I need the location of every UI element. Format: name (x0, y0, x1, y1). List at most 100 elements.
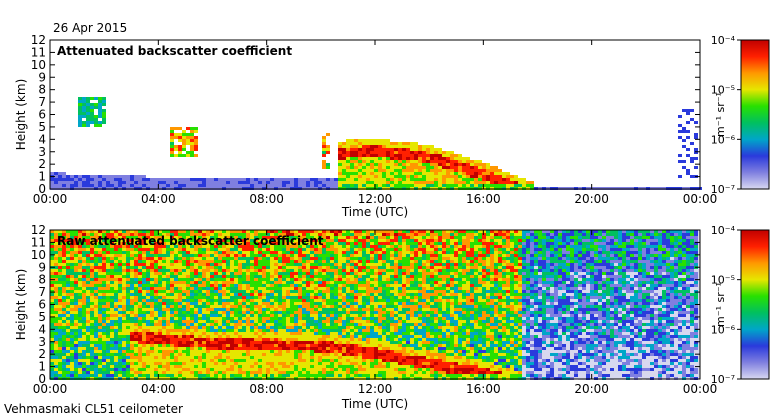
heatmap-cell (146, 317, 150, 320)
heatmap-cell (146, 314, 150, 317)
heatmap-cell (102, 311, 106, 314)
heatmap-cell (202, 239, 206, 242)
heatmap-cell (174, 236, 178, 239)
heatmap-cell (290, 239, 294, 242)
heatmap-cell (110, 374, 114, 377)
heatmap-cell (82, 335, 86, 338)
heatmap-cell (150, 326, 154, 329)
heatmap-cell (166, 320, 170, 323)
heatmap-cell (94, 245, 98, 248)
heatmap-cell (346, 308, 350, 311)
heatmap-cell (250, 248, 254, 251)
heatmap-cell (190, 260, 194, 263)
heatmap-cell (246, 347, 250, 350)
heatmap-cell (190, 320, 194, 323)
heatmap-cell (134, 341, 138, 344)
heatmap-cell (462, 160, 466, 163)
heatmap-cell (270, 242, 274, 245)
heatmap-cell (266, 272, 270, 275)
heatmap-cell (322, 275, 326, 278)
heatmap-cell (86, 97, 90, 100)
heatmap-cell (294, 296, 298, 299)
heatmap-cell (278, 335, 282, 338)
heatmap-cell (218, 317, 222, 320)
heatmap-cell (326, 353, 330, 356)
heatmap-cell (50, 287, 54, 290)
heatmap-cell (202, 275, 206, 278)
heatmap-cell (86, 329, 90, 332)
heatmap-cell (82, 290, 86, 293)
heatmap-cell (146, 181, 150, 184)
heatmap-cell (150, 302, 154, 305)
heatmap-cell (222, 281, 226, 284)
heatmap-cell (126, 344, 130, 347)
heatmap-cell (282, 272, 286, 275)
heatmap-cell (202, 236, 206, 239)
heatmap-cell (58, 184, 62, 187)
heatmap-cell (186, 365, 190, 368)
heatmap-cell (86, 106, 90, 109)
heatmap-cell (274, 181, 278, 184)
heatmap-cell (290, 341, 294, 344)
heatmap-cell (230, 365, 234, 368)
heatmap-cell (90, 371, 94, 374)
heatmap-cell (226, 275, 230, 278)
heatmap-cell (318, 314, 322, 317)
heatmap-cell (190, 230, 194, 233)
heatmap-cell (194, 341, 198, 344)
heatmap-cell (422, 178, 426, 181)
heatmap-cell (322, 151, 326, 154)
heatmap-cell (462, 163, 466, 166)
heatmap-cell (134, 374, 138, 377)
heatmap-cell (294, 257, 298, 260)
heatmap-cell (142, 314, 146, 317)
heatmap-cell (326, 356, 330, 359)
heatmap-cell (70, 302, 74, 305)
heatmap-cell (402, 142, 406, 145)
heatmap-cell (318, 308, 322, 311)
heatmap-cell (210, 251, 214, 254)
heatmap-cell (122, 374, 126, 377)
heatmap-cell (346, 290, 350, 293)
heatmap-cell (350, 260, 354, 263)
heatmap-cell (322, 254, 326, 257)
heatmap-cell (330, 350, 334, 353)
heatmap-cell (250, 359, 254, 362)
heatmap-cell (230, 293, 234, 296)
heatmap-cell (78, 103, 82, 106)
heatmap-cell (530, 181, 534, 184)
heatmap-cell (290, 254, 294, 257)
heatmap-cell (334, 350, 338, 353)
heatmap-cell (54, 245, 58, 248)
heatmap-cell (694, 151, 698, 154)
heatmap-cell (298, 260, 302, 263)
heatmap-cell (94, 335, 98, 338)
heatmap-cell (114, 302, 118, 305)
heatmap-cell (214, 290, 218, 293)
heatmap-cell (130, 281, 134, 284)
heatmap-cell (330, 278, 334, 281)
heatmap-cell (174, 293, 178, 296)
heatmap-cell (178, 230, 182, 233)
heatmap-cell (342, 332, 346, 335)
heatmap-cell (102, 257, 106, 260)
heatmap-cell (186, 359, 190, 362)
heatmap-cell (110, 371, 114, 374)
heatmap-cell (146, 350, 150, 353)
heatmap-cell (74, 344, 78, 347)
heatmap-cell (398, 157, 402, 160)
heatmap-cell (246, 263, 250, 266)
heatmap-cell (254, 236, 258, 239)
heatmap-cell (110, 341, 114, 344)
heatmap-cell (162, 293, 166, 296)
heatmap-cell (106, 332, 110, 335)
heatmap-cell (282, 299, 286, 302)
heatmap-cell (318, 239, 322, 242)
heatmap-cell (138, 236, 142, 239)
heatmap-cell (94, 236, 98, 239)
heatmap-cell (274, 239, 278, 242)
heatmap-cell (458, 160, 462, 163)
heatmap-cell (310, 269, 314, 272)
heatmap-cell (346, 263, 350, 266)
heatmap-cell (190, 184, 194, 187)
